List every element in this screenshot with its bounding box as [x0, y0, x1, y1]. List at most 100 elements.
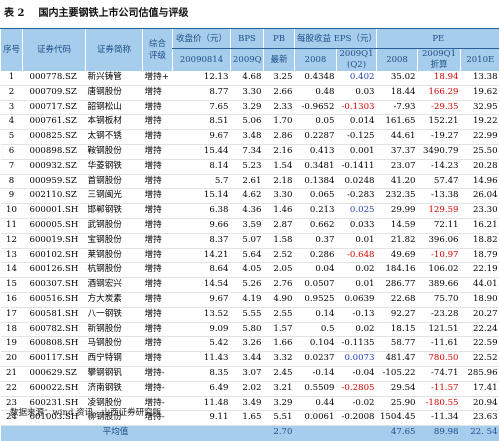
cell-eps-q1: -0.1135 [337, 337, 377, 352]
cell-code: 000778.SZ [23, 71, 86, 85]
cell-rating: 增持 [143, 263, 173, 278]
cell-rating: 增持 [143, 337, 173, 352]
cell-pe-2008: -105.22 [377, 366, 418, 381]
cell-seq: 12 [1, 233, 23, 248]
cell-close: 9.67 [173, 292, 231, 307]
cell-pb: 2.76 [264, 278, 295, 293]
cell-pe-q1: 75.70 [418, 292, 461, 307]
cell-pb: 2.33 [264, 100, 295, 115]
cell-eps-q1: 0.402 [337, 71, 377, 85]
cell-rating: 增持 [143, 204, 173, 219]
cell-pe-2010: 22.99 [461, 130, 499, 145]
cell-eps-2008: 0.065 [295, 189, 337, 204]
cell-pe-q1: -11.34 [418, 411, 461, 426]
cell-eps-2008: 0.0237 [295, 352, 337, 367]
average-bps-empty [231, 426, 264, 441]
cell-pb: 2.87 [264, 218, 295, 233]
cell-name: 攀钢钢钒 [86, 366, 143, 381]
cell-eps-2008: 0.4348 [295, 71, 337, 85]
cell-pe-q1: -13.38 [418, 189, 461, 204]
cell-bps: 7.34 [231, 144, 264, 159]
cell-eps-2008: -0.14 [295, 366, 337, 381]
cell-rating: 增持 [143, 218, 173, 233]
cell-seq: 11 [1, 218, 23, 233]
cell-eps-q1: 0.025 [337, 204, 377, 219]
cell-eps-q1: -0.283 [337, 189, 377, 204]
cell-eps-2008: 0.662 [295, 218, 337, 233]
cell-close: 15.44 [173, 144, 231, 159]
cell-eps-2008: 0.5509 [295, 381, 337, 396]
cell-eps-q1: -0.2805 [337, 381, 377, 396]
cell-code: 600005.SH [23, 218, 86, 233]
cell-pe-2010: 25.50 [461, 144, 499, 159]
average-label: 平均值 [1, 426, 231, 441]
average-row: 平均值 2.70 47.65 89.98 22. 54 [1, 426, 499, 441]
cell-seq: 4 [1, 115, 23, 130]
cell-pb: 2.45 [264, 366, 295, 381]
cell-close: 8.14 [173, 159, 231, 174]
cell-seq: 2 [1, 85, 23, 100]
cell-close: 6.38 [173, 204, 231, 219]
cell-eps-q1: 0.0073 [337, 352, 377, 367]
cell-bps: 5.23 [231, 159, 264, 174]
cell-pe-2010: 16.21 [461, 218, 499, 233]
cell-code: 600019.SH [23, 233, 86, 248]
cell-pe-2008: 37.37 [377, 144, 418, 159]
cell-pe-2008: 23.07 [377, 159, 418, 174]
cell-eps-2008: 0.286 [295, 248, 337, 263]
header-rating: 综合评级 [143, 29, 173, 71]
cell-code: 000717.SZ [23, 100, 86, 115]
cell-seq: 20 [1, 352, 23, 367]
cell-rating: 增持- [143, 366, 173, 381]
cell-eps-q1: 0.033 [337, 218, 377, 233]
cell-bps: 4.68 [231, 71, 264, 85]
cell-eps-q1: -0.13 [337, 307, 377, 322]
cell-pe-q1: -19.27 [418, 130, 461, 145]
header-pe: PE [377, 29, 499, 49]
cell-name: 宝钢股份 [86, 233, 143, 248]
cell-bps: 5.07 [231, 233, 264, 248]
cell-pe-2010: 18.90 [461, 292, 499, 307]
cell-eps-2008: 0.04 [295, 263, 337, 278]
cell-close: 14.54 [173, 278, 231, 293]
cell-close: 8.77 [173, 85, 231, 100]
cell-seq: 3 [1, 100, 23, 115]
cell-name: 新钢股份 [86, 322, 143, 337]
cell-seq: 13 [1, 248, 23, 263]
cell-seq: 9 [1, 189, 23, 204]
table-number: 表 2 [4, 4, 24, 19]
cell-eps-2008: 0.44 [295, 396, 337, 411]
header-name: 证券简称 [86, 29, 143, 71]
cell-bps: 3.48 [231, 130, 264, 145]
cell-pe-2010: 13.38 [461, 71, 499, 85]
cell-code: 600516.SH [23, 292, 86, 307]
cell-eps-2008: 0.1384 [295, 174, 337, 189]
cell-bps: 4.19 [231, 292, 264, 307]
cell-rating: 增持 [143, 278, 173, 293]
cell-eps-q1: -0.1303 [337, 100, 377, 115]
cell-rating: 增持+ [143, 71, 173, 85]
cell-code: 000898.SZ [23, 144, 86, 159]
cell-pe-2008: 25.90 [377, 396, 418, 411]
cell-bps: 5.80 [231, 322, 264, 337]
average-epsq-empty [337, 426, 377, 441]
cell-pe-q1: -74.71 [418, 366, 461, 381]
cell-name: 酒钢宏兴 [86, 278, 143, 293]
cell-eps-2008: 0.413 [295, 144, 337, 159]
cell-bps: 5.06 [231, 115, 264, 130]
cell-name: 武钢股份 [86, 218, 143, 233]
cell-rating: 增持 [143, 85, 173, 100]
cell-seq: 7 [1, 159, 23, 174]
cell-eps-q1: -0.1411 [337, 159, 377, 174]
header-seq: 序号 [1, 29, 23, 71]
cell-pe-q1: -11.57 [418, 381, 461, 396]
cell-code: 600126.SH [23, 263, 86, 278]
cell-bps: 5.55 [231, 307, 264, 322]
